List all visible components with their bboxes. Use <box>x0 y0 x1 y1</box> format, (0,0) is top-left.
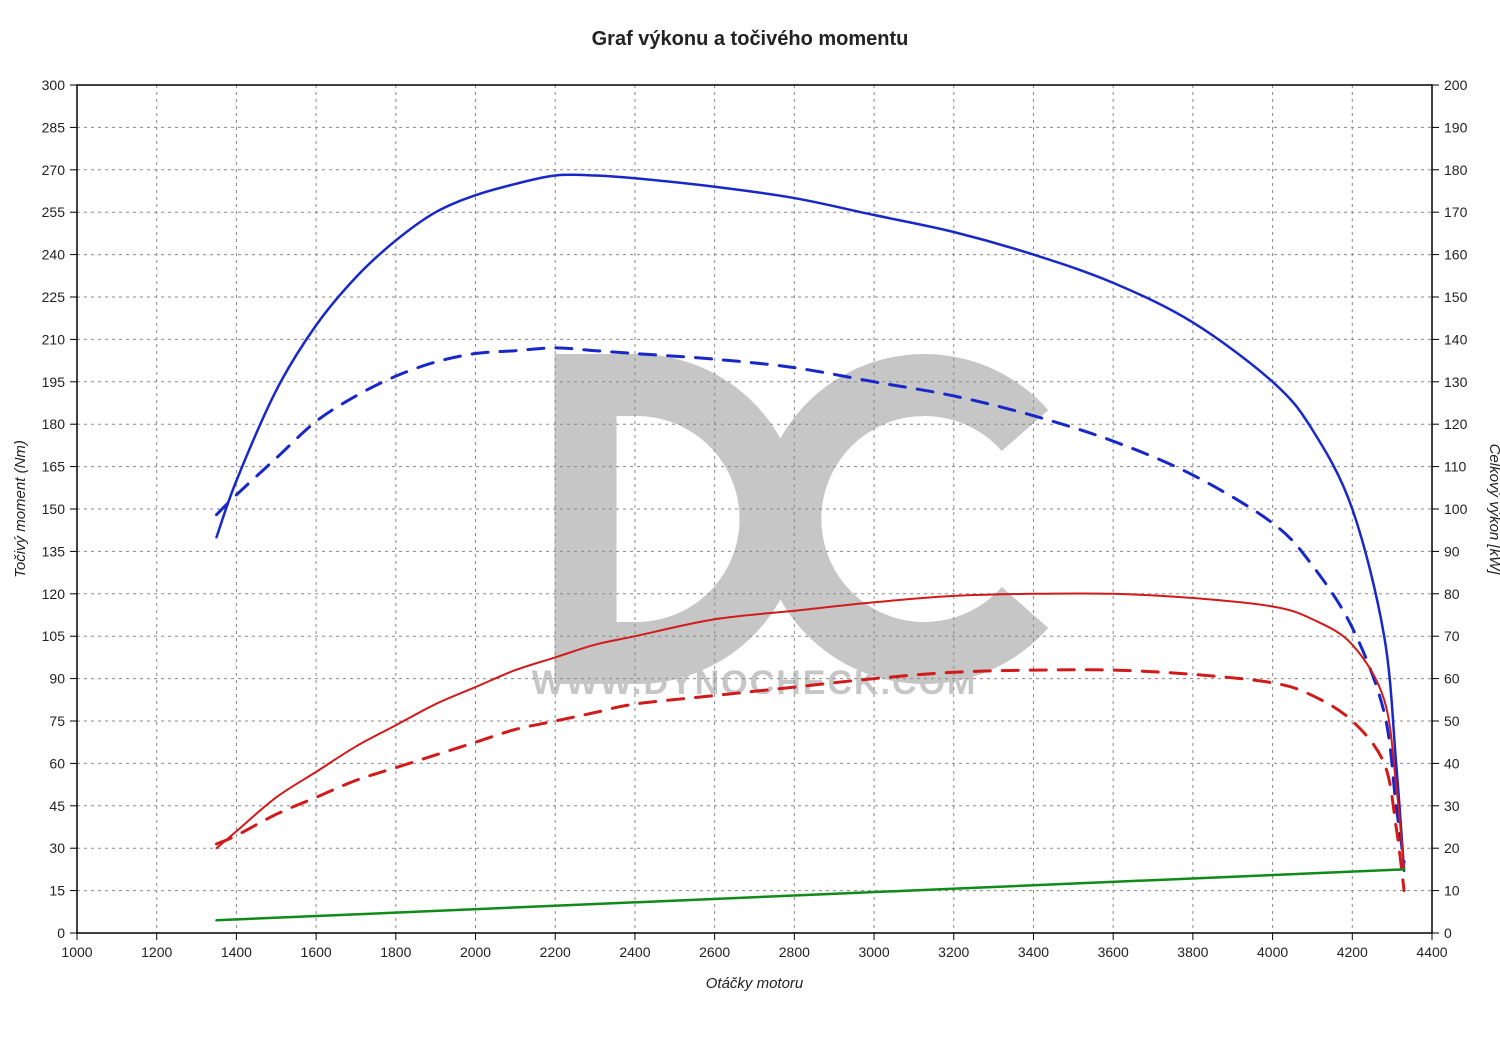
x-tick-label: 1000 <box>61 944 92 960</box>
x-tick-label: 2400 <box>619 944 650 960</box>
y-left-tick-label: 195 <box>42 374 66 390</box>
x-tick-label: 2000 <box>460 944 491 960</box>
y-right-tick-label: 30 <box>1444 798 1460 814</box>
y-left-axis-label: Točivý moment (Nm) <box>12 440 29 578</box>
x-tick-label: 3000 <box>858 944 889 960</box>
y-left-tick-label: 30 <box>49 840 65 856</box>
x-tick-label: 3400 <box>1018 944 1049 960</box>
y-right-tick-label: 20 <box>1444 840 1460 856</box>
y-right-tick-label: 130 <box>1444 374 1468 390</box>
y-left-tick-label: 240 <box>42 247 66 263</box>
x-tick-label: 2600 <box>699 944 730 960</box>
y-right-tick-label: 10 <box>1444 883 1460 899</box>
y-right-tick-label: 200 <box>1444 77 1468 93</box>
y-left-tick-label: 150 <box>42 501 66 517</box>
y-right-tick-label: 70 <box>1444 628 1460 644</box>
y-left-tick-label: 90 <box>49 671 65 687</box>
y-left-tick-label: 75 <box>49 713 65 729</box>
y-right-tick-label: 180 <box>1444 162 1468 178</box>
y-left-tick-label: 0 <box>57 925 65 941</box>
dyno-chart: WWW.DYNOCHECK.COM10001200140016001800200… <box>0 0 1500 1041</box>
x-tick-label: 4200 <box>1337 944 1368 960</box>
y-left-tick-label: 165 <box>42 459 66 475</box>
y-left-tick-label: 15 <box>49 883 65 899</box>
y-right-tick-label: 50 <box>1444 713 1460 729</box>
y-right-tick-label: 40 <box>1444 755 1460 771</box>
y-left-tick-label: 210 <box>42 331 66 347</box>
x-tick-label: 2800 <box>779 944 810 960</box>
y-left-tick-label: 135 <box>42 543 66 559</box>
y-left-tick-label: 105 <box>42 628 66 644</box>
y-right-tick-label: 190 <box>1444 119 1468 135</box>
x-tick-label: 3800 <box>1177 944 1208 960</box>
watermark-text: WWW.DYNOCHECK.COM <box>532 664 978 702</box>
y-right-tick-label: 90 <box>1444 543 1460 559</box>
x-tick-label: 2200 <box>540 944 571 960</box>
y-right-tick-label: 100 <box>1444 501 1468 517</box>
y-right-axis-label: Celkový výkon [kW] <box>1486 444 1500 576</box>
y-right-tick-label: 120 <box>1444 416 1468 432</box>
x-tick-label: 4000 <box>1257 944 1288 960</box>
x-tick-label: 4400 <box>1416 944 1447 960</box>
chart-svg: WWW.DYNOCHECK.COM10001200140016001800200… <box>0 0 1500 1041</box>
x-axis-label: Otáčky motoru <box>706 975 804 992</box>
y-right-tick-label: 0 <box>1444 925 1452 941</box>
y-right-tick-label: 60 <box>1444 671 1460 687</box>
y-left-tick-label: 225 <box>42 289 66 305</box>
y-right-tick-label: 140 <box>1444 331 1468 347</box>
x-tick-label: 3600 <box>1098 944 1129 960</box>
y-left-tick-label: 120 <box>42 586 66 602</box>
y-left-tick-label: 270 <box>42 162 66 178</box>
y-left-tick-label: 45 <box>49 798 65 814</box>
y-left-tick-label: 60 <box>49 755 65 771</box>
y-left-tick-label: 285 <box>42 119 66 135</box>
y-right-tick-label: 80 <box>1444 586 1460 602</box>
x-tick-label: 1600 <box>301 944 332 960</box>
y-right-tick-label: 150 <box>1444 289 1468 305</box>
chart-title: Graf výkonu a točivého momentu <box>592 28 909 50</box>
x-tick-label: 1200 <box>141 944 172 960</box>
x-tick-label: 3200 <box>938 944 969 960</box>
y-right-tick-label: 160 <box>1444 247 1468 263</box>
y-right-tick-label: 110 <box>1444 459 1467 475</box>
x-tick-label: 1800 <box>380 944 411 960</box>
y-left-tick-label: 180 <box>42 416 66 432</box>
x-tick-label: 1400 <box>221 944 252 960</box>
y-left-tick-label: 255 <box>42 204 66 220</box>
y-right-tick-label: 170 <box>1444 204 1468 220</box>
y-left-tick-label: 300 <box>42 77 66 93</box>
